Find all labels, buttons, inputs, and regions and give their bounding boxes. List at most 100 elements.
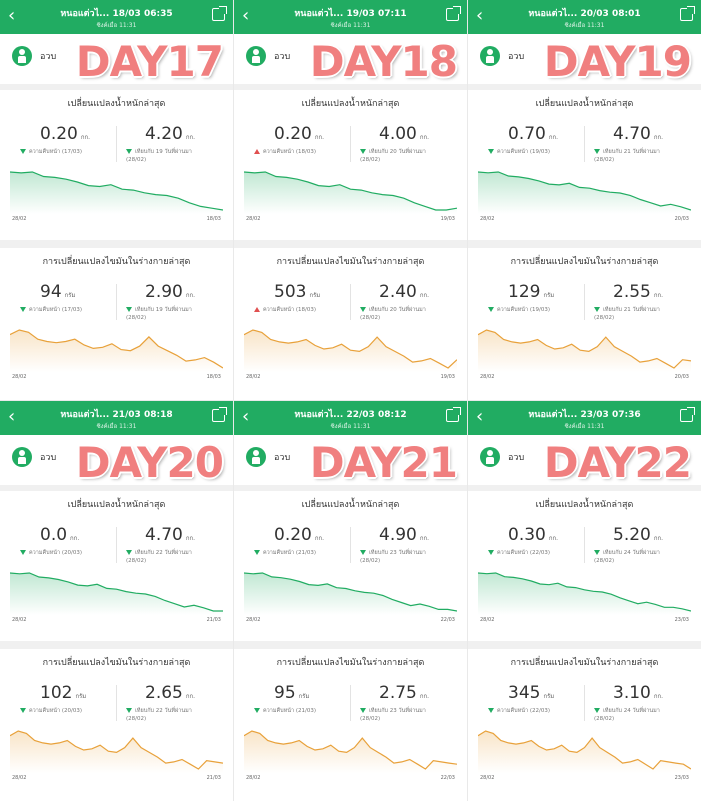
person-icon [480,447,500,467]
share-icon[interactable] [680,407,695,422]
fat-total-value: 2.90 [145,282,183,302]
change-direction-icon [254,307,260,312]
weight-daily-note-text: ความคืบหน้า (21/03) [263,550,317,556]
chart-series-line [244,730,457,770]
chart-series-line [10,171,223,211]
fat-total-note: เทียบกับ 19 วันที่ผ่านมา (28/02) [126,306,192,322]
weight-daily-change: 0.20 กก. [274,124,324,144]
weight-change-card[interactable]: เปลี่ยนแปลงน้ำหนักล่าสุด 0.0 กก. ความคืบห… [0,491,233,641]
share-icon[interactable] [446,6,461,21]
back-arrow-icon[interactable]: ‹ [242,5,250,26]
fat-total-note-date: (28/02) [594,315,615,321]
fat-total-unit: กก. [185,292,196,299]
fat-total-note-text: เทียบกับ 24 วันที่ผ่านมา [603,708,660,714]
weight-daily-unit: กก. [314,535,325,542]
x-axis-start-label: 28/02 [246,775,261,781]
share-icon[interactable] [680,6,695,21]
screen-title: หนอแต่วไ... 20/03 08:01 [528,9,641,19]
person-icon [246,447,266,467]
fat-daily-unit: กรัม [309,292,321,299]
weight-total-note-text: เทียบกับ 20 วันที่ผ่านมา [369,149,426,155]
person-icon [246,46,266,66]
decrease-arrow-icon [594,149,600,154]
weight-total-note: เทียบกับ 20 วันที่ผ่านมา (28/02) [360,148,426,164]
chart-series-line [244,171,457,211]
weight-change-card[interactable]: เปลี่ยนแปลงน้ำหนักล่าสุด 0.30 กก. ความคืบ… [468,491,701,641]
body-fat-change-card[interactable]: การเปลี่ยนแปลงไขมันในร่างกายล่าสุด 129 กร… [468,240,701,394]
person-icon [12,46,32,66]
divider [350,126,351,162]
x-axis-start-label: 28/02 [480,216,495,222]
chart-area-fill [244,330,457,372]
chart-area-fill [10,172,223,214]
x-axis-end-label: 23/03 [674,617,689,623]
back-arrow-icon[interactable]: ‹ [476,406,484,427]
fat-total-value: 2.75 [379,683,417,703]
fat-total-change: 2.90 กก. [145,282,195,302]
weight-change-card[interactable]: เปลี่ยนแปลงน้ำหนักล่าสุด 0.20 กก. ความคืบ… [234,90,467,240]
weight-trend-chart [244,572,457,615]
user-row[interactable]: อวบ DAY17 [0,34,233,90]
body-fat-change-card[interactable]: การเปลี่ยนแปลงไขมันในร่างกายล่าสุด 503 กร… [234,240,467,394]
weight-daily-note-text: ความคืบหน้า (19/03) [497,149,551,155]
person-icon [12,447,32,467]
weight-daily-change: 0.0 กก. [40,525,79,545]
chart-series-line [244,572,457,612]
chart-area-fill [478,731,691,773]
fat-total-note-text: เทียบกับ 19 วันที่ผ่านมา [135,307,192,313]
fat-daily-value: 345 [508,683,541,703]
weight-card-title: เปลี่ยนแปลงน้ำหนักล่าสุด [535,500,634,510]
change-direction-icon [254,708,260,713]
share-icon[interactable] [446,407,461,422]
body-fat-change-card[interactable]: การเปลี่ยนแปลงไขมันในร่างกายล่าสุด 102 กร… [0,641,233,795]
weight-card-title: เปลี่ยนแปลงน้ำหนักล่าสุด [67,500,166,510]
body-fat-change-card[interactable]: การเปลี่ยนแปลงไขมันในร่างกายล่าสุด 94 กรั… [0,240,233,394]
weight-trend-chart [478,171,691,214]
change-direction-icon [488,708,494,713]
body-fat-change-card[interactable]: การเปลี่ยนแปลงไขมันในร่างกายล่าสุด 345 กร… [468,641,701,795]
back-arrow-icon[interactable]: ‹ [476,5,484,26]
fat-daily-unit: กรัม [75,693,87,700]
share-icon[interactable] [212,6,227,21]
weight-card-title: เปลี่ยนแปลงน้ำหนักล่าสุด [301,500,400,510]
divider [350,685,351,721]
x-axis-end-label: 21/03 [206,775,221,781]
fat-total-note-text: เทียบกับ 22 วันที่ผ่านมา [135,708,192,714]
person-icon [480,46,500,66]
weight-daily-note-text: ความคืบหน้า (22/03) [497,550,551,556]
user-row[interactable]: อวบ DAY19 [468,34,701,90]
weight-daily-note-text: ความคืบหน้า (20/03) [29,550,83,556]
back-arrow-icon[interactable]: ‹ [8,406,16,427]
top-bar: ‹ หนอแต่วไ... 21/03 08:18 ซิงค์เมื่อ 11:… [0,401,233,435]
screen-title: หนอแต่วไ... 22/03 08:12 [294,410,407,420]
weight-trend-chart [10,572,223,615]
fat-total-note: เทียบกับ 20 วันที่ผ่านมา (28/02) [360,306,426,322]
weight-total-note-text: เทียบกับ 19 วันที่ผ่านมา [135,149,192,155]
back-arrow-icon[interactable]: ‹ [242,406,250,427]
chart-series-line [10,572,223,612]
weight-daily-unit: กก. [548,134,559,141]
fat-total-note-date: (28/02) [594,716,615,722]
user-row[interactable]: อวบ DAY22 [468,435,701,491]
decrease-arrow-icon [594,550,600,555]
decrease-arrow-icon [594,307,600,312]
fat-daily-note-text: ความคืบหน้า (19/03) [497,307,551,313]
fat-daily-change: 503 กรัม [274,282,320,302]
fat-daily-note: ความคืบหน้า (19/03) [488,306,550,314]
back-arrow-icon[interactable]: ‹ [8,5,16,26]
weight-change-card[interactable]: เปลี่ยนแปลงน้ำหนักล่าสุด 0.20 กก. ความคืบ… [234,491,467,641]
fat-daily-note: ความคืบหน้า (18/03) [254,306,316,314]
body-fat-trend-chart [478,730,691,773]
weight-change-card[interactable]: เปลี่ยนแปลงน้ำหนักล่าสุด 0.70 กก. ความคืบ… [468,90,701,240]
fat-total-unit: กก. [653,292,664,299]
user-row[interactable]: อวบ DAY21 [234,435,467,491]
user-row[interactable]: อวบ DAY18 [234,34,467,90]
user-row[interactable]: อวบ DAY20 [0,435,233,491]
body-fat-change-card[interactable]: การเปลี่ยนแปลงไขมันในร่างกายล่าสุด 95 กรั… [234,641,467,795]
share-icon[interactable] [212,407,227,422]
divider [584,126,585,162]
weight-change-card[interactable]: เปลี่ยนแปลงน้ำหนักล่าสุด 0.20 กก. ความคืบ… [0,90,233,240]
change-direction-icon [20,708,26,713]
x-axis-start-label: 28/02 [480,374,495,380]
weight-total-note: เทียบกับ 19 วันที่ผ่านมา (28/02) [126,148,192,164]
